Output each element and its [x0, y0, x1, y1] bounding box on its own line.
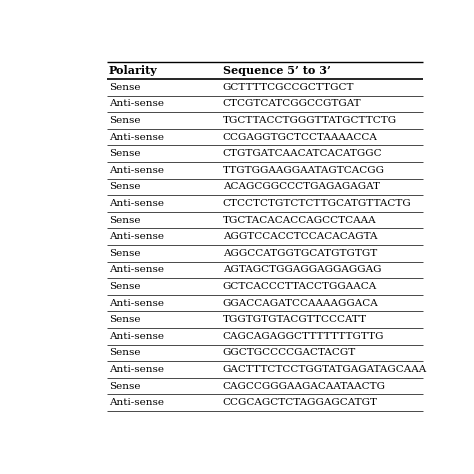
Text: AGTAGCTGGAGGAGGAGGAG: AGTAGCTGGAGGAGGAGGAG	[223, 265, 381, 274]
Text: Anti-sense: Anti-sense	[109, 232, 164, 241]
Text: Sense: Sense	[109, 216, 140, 225]
Text: Sense: Sense	[109, 182, 140, 191]
Text: CCGAGGTGCTCCTAAAACCA: CCGAGGTGCTCCTAAAACCA	[223, 133, 378, 142]
Text: Sense: Sense	[109, 348, 140, 357]
Text: Polarity: Polarity	[109, 65, 157, 76]
Text: GCTCACCCTTACCTGGAACA: GCTCACCCTTACCTGGAACA	[223, 282, 377, 291]
Text: GGCTGCCCCGACTACGT: GGCTGCCCCGACTACGT	[223, 348, 356, 357]
Text: Anti-sense: Anti-sense	[109, 265, 164, 274]
Text: TGCTACACACCAGCCTCAAA: TGCTACACACCAGCCTCAAA	[223, 216, 376, 225]
Text: Sense: Sense	[109, 282, 140, 291]
Text: CTCCTCTGTCTCTTGCATGTTACTG: CTCCTCTGTCTCTTGCATGTTACTG	[223, 199, 411, 208]
Text: Anti-sense: Anti-sense	[109, 365, 164, 374]
Text: Sense: Sense	[109, 382, 140, 391]
Text: Anti-sense: Anti-sense	[109, 398, 164, 407]
Text: TTGTGGAAGGAATAGTCACGG: TTGTGGAAGGAATAGTCACGG	[223, 166, 385, 175]
Text: Sense: Sense	[109, 83, 140, 92]
Text: Sense: Sense	[109, 249, 140, 258]
Text: Anti-sense: Anti-sense	[109, 100, 164, 109]
Text: Anti-sense: Anti-sense	[109, 299, 164, 308]
Text: CTGTGATCAACATCACATGGC: CTGTGATCAACATCACATGGC	[223, 149, 383, 158]
Text: AGGCCATGGTGCATGTGTGT: AGGCCATGGTGCATGTGTGT	[223, 249, 377, 258]
Text: Sense: Sense	[109, 116, 140, 125]
Text: CAGCCGGGAAGACAATAACTG: CAGCCGGGAAGACAATAACTG	[223, 382, 386, 391]
Text: Sense: Sense	[109, 149, 140, 158]
Text: Anti-sense: Anti-sense	[109, 332, 164, 341]
Text: TGCTTACCTGGGTTATGCTTCTG: TGCTTACCTGGGTTATGCTTCTG	[223, 116, 397, 125]
Text: Anti-sense: Anti-sense	[109, 199, 164, 208]
Text: TGGTGTGTACGTTCCCATT: TGGTGTGTACGTTCCCATT	[223, 315, 367, 324]
Text: CTCGTCATCGGCCGTGAT: CTCGTCATCGGCCGTGAT	[223, 100, 361, 109]
Text: Sequence 5’ to 3’: Sequence 5’ to 3’	[223, 65, 330, 76]
Text: CAGCAGAGGCTTTTTTTGTTG: CAGCAGAGGCTTTTTTTGTTG	[223, 332, 384, 341]
Text: CCGCAGCTCTAGGAGCATGT: CCGCAGCTCTAGGAGCATGT	[223, 398, 378, 407]
Text: ACAGCGGCCCTGAGAGAGAT: ACAGCGGCCCTGAGAGAGAT	[223, 182, 380, 191]
Text: Sense: Sense	[109, 315, 140, 324]
Text: GACTTTCTCCTGGTATGAGATAGCAAA: GACTTTCTCCTGGTATGAGATAGCAAA	[223, 365, 427, 374]
Text: Anti-sense: Anti-sense	[109, 166, 164, 175]
Text: AGGTCCACCTCCACACAGTA: AGGTCCACCTCCACACAGTA	[223, 232, 377, 241]
Text: GGACCAGATCCAAAAGGACA: GGACCAGATCCAAAAGGACA	[223, 299, 378, 308]
Text: GCTTTTCGCCGCTTGCT: GCTTTTCGCCGCTTGCT	[223, 83, 354, 92]
Text: Anti-sense: Anti-sense	[109, 133, 164, 142]
